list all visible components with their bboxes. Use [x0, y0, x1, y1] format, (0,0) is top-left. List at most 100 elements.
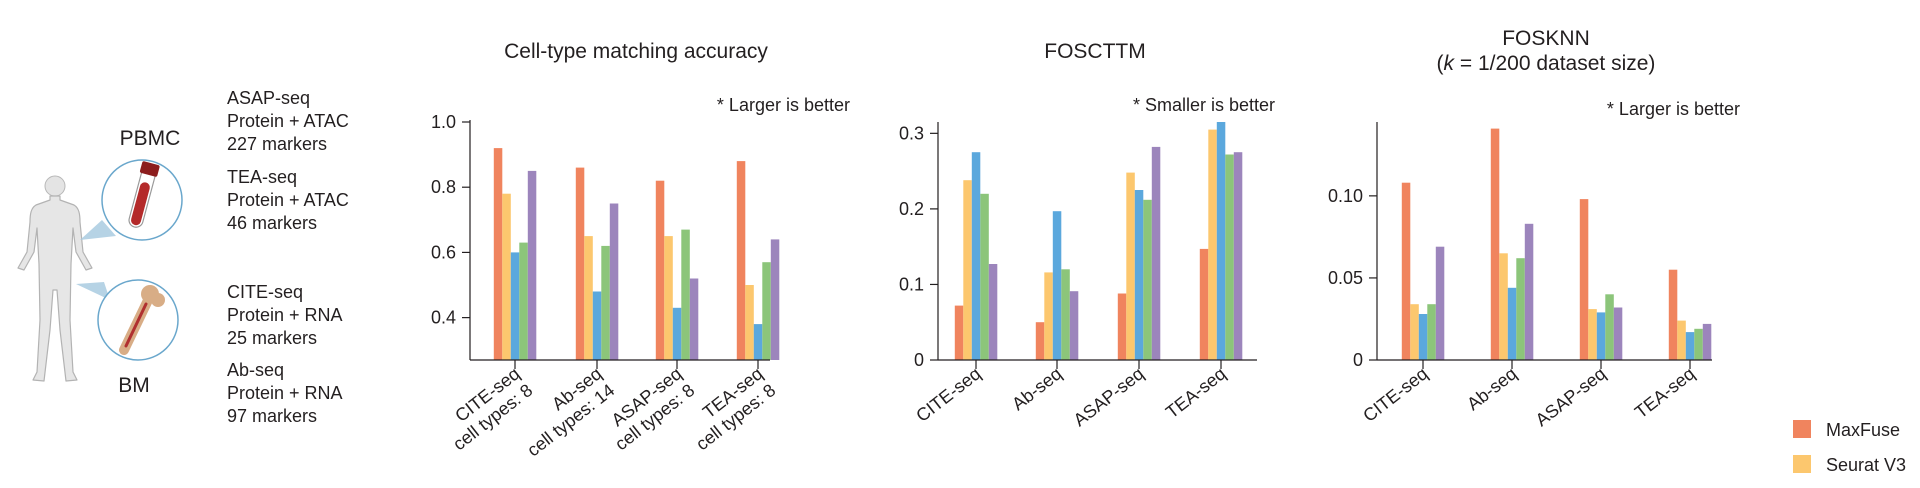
bar: [1410, 304, 1419, 360]
y-tick-label: 0.10: [1328, 186, 1363, 206]
cell-type-accuracy-chart: Cell-type matching accuracy * Larger is b…: [431, 40, 850, 460]
bar: [689, 278, 699, 360]
bar: [1507, 287, 1517, 360]
dataset-descriptions: ASAP-seq Protein + ATAC 227 markers TEA-…: [227, 88, 354, 426]
bar: [762, 262, 771, 360]
bar: [681, 229, 690, 360]
bar: [736, 161, 746, 360]
chart-note: * Larger is better: [717, 95, 850, 115]
y-tick-label: 0: [914, 350, 924, 370]
bar: [1199, 248, 1209, 360]
y-tick-label: 0.6: [431, 242, 456, 262]
bar: [601, 245, 610, 360]
bar: [510, 252, 520, 360]
y-tick-label: 0.8: [431, 177, 456, 197]
bar: [609, 203, 619, 360]
bar: [1035, 322, 1045, 360]
y-tick-label: 0.1: [899, 274, 924, 294]
bar: [954, 305, 964, 360]
x-tick-label: ASAP-seq: [1070, 363, 1148, 430]
bar: [575, 167, 585, 360]
bar: [1685, 332, 1695, 360]
x-tick-label: TEA-seqcell types: 8: [679, 363, 779, 454]
x-tick-label: ASAP-seqcell types: 8: [598, 363, 698, 454]
bar: [655, 180, 665, 360]
y-tick-label: 0: [1353, 350, 1363, 370]
bar: [1677, 320, 1686, 360]
dataset-asap-seq: ASAP-seq Protein + ATAC 227 markers: [227, 88, 354, 154]
chart-title: FOSKNN: [1502, 27, 1590, 50]
bm-callout: [76, 282, 110, 300]
bar: [1216, 122, 1226, 360]
bar: [1588, 309, 1597, 360]
bar: [1069, 291, 1079, 360]
foscttm-chart: FOSCTTM * Smaller is better 0 0.1 0.2 0.3 CITE…: [899, 40, 1275, 430]
bar: [502, 193, 511, 360]
bar: [971, 152, 981, 360]
legend-swatch-maxfuse: [1793, 420, 1811, 438]
bar: [1126, 172, 1135, 360]
bm-label: BM: [118, 374, 150, 397]
bar: [584, 236, 593, 360]
bar: [753, 324, 763, 360]
bar: [1044, 272, 1053, 360]
bar: [1490, 128, 1500, 360]
bar: [1233, 152, 1243, 360]
chart-title: FOSCTTM: [1044, 40, 1145, 63]
bar: [527, 170, 537, 360]
pbmc-label: PBMC: [120, 127, 181, 150]
bar: [1613, 307, 1623, 360]
y-tick-label: 0.05: [1328, 268, 1363, 288]
bar: [592, 291, 602, 360]
y-tick-label: 0.2: [899, 199, 924, 219]
bar: [1668, 269, 1678, 360]
bar: [1427, 304, 1436, 360]
bar: [519, 242, 528, 360]
bar: [1499, 253, 1508, 360]
y-tick-label: 1.0: [431, 112, 456, 132]
dataset-tea-seq: TEA-seq Protein + ATAC 46 markers: [227, 167, 354, 233]
bar: [1605, 294, 1614, 360]
bar: [1596, 312, 1606, 360]
bone-icon: [119, 285, 165, 355]
bar: [1117, 293, 1127, 360]
bar: [745, 285, 754, 360]
x-tick-label: TEA-seq: [1631, 363, 1698, 422]
bar: [1208, 129, 1217, 360]
bar: [1401, 182, 1411, 360]
bar: [1143, 199, 1152, 360]
x-tick-label: Ab-seq: [1463, 363, 1520, 414]
x-tick-label: CITE-seq: [912, 363, 984, 426]
x-tick-label: ASAP-seq: [1532, 363, 1610, 430]
chart-subtitle: (k = 1/200 dataset size): [1437, 52, 1656, 75]
bar: [1418, 314, 1428, 360]
anatomy-illustration: PBMC BM: [17, 127, 183, 397]
x-tick-label: CITE-seq: [1359, 363, 1431, 426]
bar: [1151, 146, 1161, 360]
bar: [1061, 269, 1070, 360]
x-tick-label: Ab-seqcell types: 14: [510, 363, 618, 460]
bar: [1579, 199, 1589, 360]
x-tick-label: TEA-seq: [1162, 363, 1229, 422]
pbmc-callout: [80, 220, 116, 240]
bar: [1052, 211, 1062, 360]
bar: [664, 236, 673, 360]
chart-title: Cell-type matching accuracy: [504, 40, 768, 63]
x-tick-label: CITE-seqcell types: 8: [436, 363, 536, 454]
legend-swatch-seurat-v3: [1793, 455, 1811, 473]
legend-label-maxfuse: MaxFuse: [1826, 420, 1900, 440]
blood-tube-icon: [128, 161, 160, 228]
bar: [988, 264, 998, 360]
chart-note: * Larger is better: [1607, 99, 1740, 119]
y-tick-label: 0.3: [899, 123, 924, 143]
bar: [770, 239, 780, 360]
y-tick-label: 0.4: [431, 308, 456, 328]
bar: [493, 148, 503, 360]
bar: [1225, 154, 1234, 360]
bar: [1134, 190, 1144, 360]
dataset-cite-seq: CITE-seq Protein + RNA 25 markers: [227, 282, 347, 348]
legend-label-seurat-v3: Seurat V3: [1826, 455, 1906, 475]
bar: [963, 180, 972, 360]
bar: [1702, 323, 1712, 360]
